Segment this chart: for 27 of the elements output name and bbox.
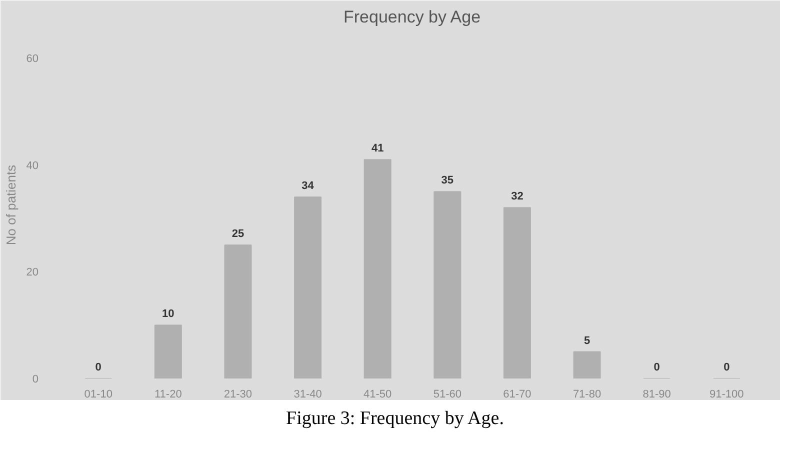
data-label: 41: [371, 142, 384, 155]
y-tick-label: 20: [26, 266, 39, 279]
y-tick-label: 0: [32, 374, 39, 386]
data-label: 0: [724, 362, 730, 374]
y-tick-label: 40: [26, 160, 39, 172]
x-tick-label: 61-70: [503, 388, 532, 400]
x-tick-label: 01-10: [84, 388, 112, 400]
y-tick-label: 60: [26, 53, 39, 66]
data-label: 32: [511, 190, 524, 203]
data-label: 35: [441, 174, 454, 187]
x-tick-label: 21-30: [224, 388, 252, 400]
data-label: 10: [162, 308, 174, 320]
data-label: 0: [654, 362, 660, 374]
x-tick-label: 71-80: [572, 388, 602, 400]
data-label: 5: [584, 334, 590, 347]
x-tick-label: 11-20: [154, 388, 182, 400]
data-label: 25: [232, 228, 244, 240]
x-tick-label: 51-60: [433, 388, 462, 400]
x-tick-label: 41-50: [364, 388, 392, 400]
data-label: 34: [302, 180, 315, 192]
x-tick-label: 81-90: [642, 388, 671, 400]
x-tick-label: 91-100: [710, 388, 744, 400]
y-axis-title: No of patients: [3, 164, 18, 246]
caption: Figure 3: Frequency by Age.: [286, 407, 504, 431]
data-label: 0: [95, 362, 102, 374]
chart-title: Frequency by Age: [344, 8, 481, 26]
x-tick-label: 31-40: [294, 388, 322, 400]
